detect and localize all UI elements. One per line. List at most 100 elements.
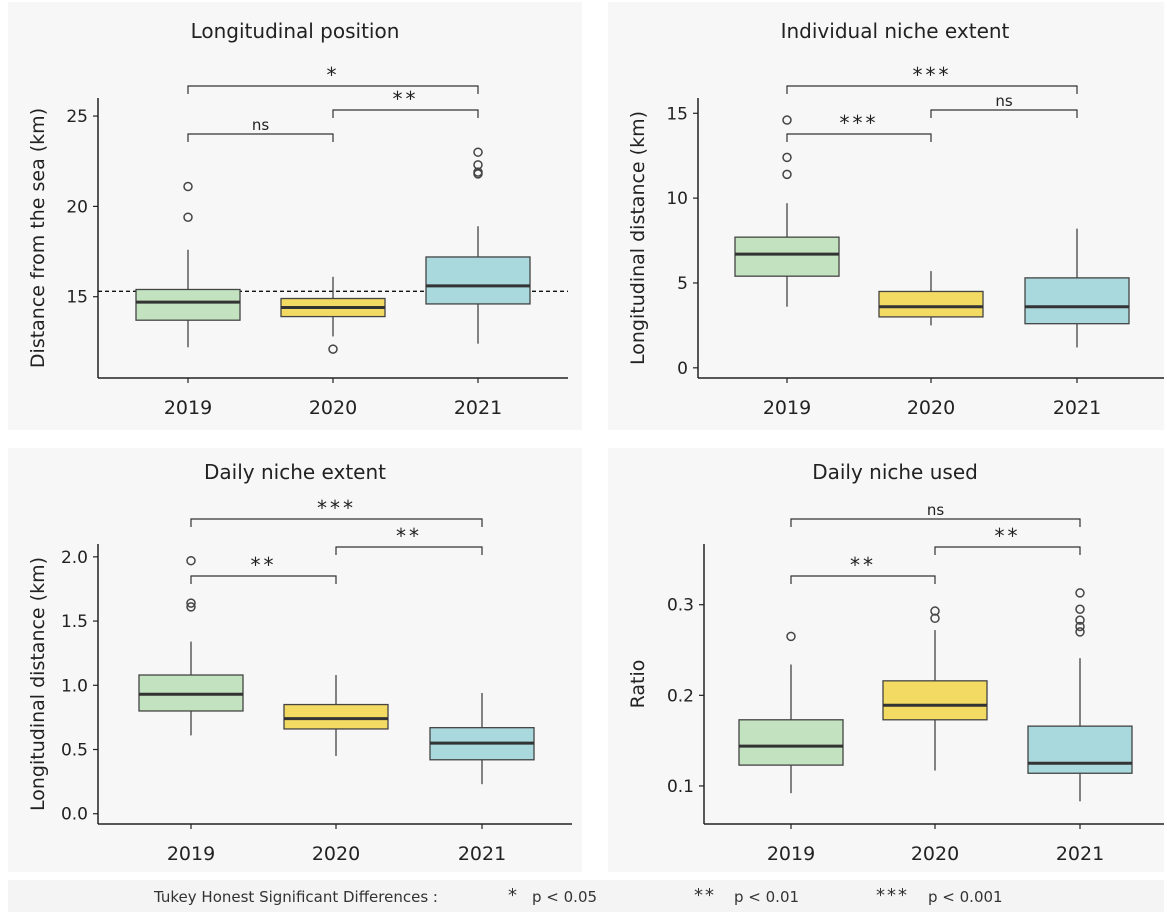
y-tick-label: 0.5 — [61, 741, 88, 761]
legend-prefix: Tukey Honest Significant Differences : — [154, 888, 438, 906]
chart-title: Daily niche extent — [204, 460, 386, 484]
x-tick-label: 2020 — [309, 397, 357, 419]
outlier-point — [473, 147, 483, 157]
significance-label: ** — [850, 553, 876, 577]
box — [425, 256, 531, 305]
outlier-point — [473, 160, 483, 170]
outlier-point — [1075, 621, 1085, 632]
x-tick-label: 2020 — [911, 843, 959, 865]
box — [135, 288, 241, 321]
significance-legend: Tukey Honest Significant Differences : *… — [8, 880, 1164, 912]
x-tick-label: 2020 — [312, 843, 360, 865]
significance-label: *** — [913, 63, 952, 87]
panel-daily-niche-extent: Daily niche extent Longitudinal distance … — [8, 448, 582, 872]
legend-text-3: p < 0.001 — [928, 888, 1003, 906]
outlier-point — [183, 212, 193, 222]
x-tick-label: 2021 — [458, 843, 506, 865]
box — [734, 236, 840, 277]
chart-title: Daily niche used — [812, 460, 978, 484]
y-tick-label: 1.5 — [61, 612, 88, 632]
legend-stars-2: ** — [694, 885, 716, 906]
outlier-point — [786, 631, 796, 642]
significance-label: ** — [393, 87, 419, 111]
x-tick-label: 2020 — [907, 397, 955, 419]
y-tick-label: 1.0 — [61, 676, 88, 696]
outlier-point — [782, 115, 792, 125]
legend-text-1: p < 0.05 — [532, 888, 598, 906]
y-tick-label: 0.3 — [667, 596, 694, 616]
y-axis-label: Longitudinal distance (km) — [27, 557, 49, 811]
significance-bracket — [934, 546, 1081, 555]
y-axis-label: Distance from the sea (km) — [27, 108, 49, 368]
y-tick-label: 0.1 — [667, 777, 694, 797]
significance-bracket — [930, 109, 1078, 118]
panel-longitudinal-position: Longitudinal position Distance from the s… — [8, 2, 582, 430]
y-tick-label: 5 — [677, 274, 688, 294]
box — [738, 719, 844, 766]
significance-bracket — [190, 575, 337, 584]
box — [1027, 725, 1133, 774]
significance-label: ** — [995, 524, 1021, 548]
outlier-point — [1075, 615, 1085, 625]
x-tick-label: 2021 — [454, 397, 502, 419]
significance-bracket — [187, 85, 479, 94]
significance-bracket — [332, 109, 479, 118]
y-tick-label: 10 — [666, 189, 688, 209]
y-tick-label: 15 — [666, 104, 688, 124]
chart-individual-niche-extent: Individual niche extent Longitudinal dist… — [627, 19, 1167, 419]
outlier-point — [1075, 588, 1085, 598]
x-tick-label: 2021 — [1053, 397, 1101, 419]
box — [1024, 277, 1130, 325]
y-tick-label: 15 — [66, 288, 88, 308]
outlier-point — [186, 555, 196, 566]
legend-stars-3: *** — [876, 885, 909, 906]
significance-label: *** — [840, 111, 879, 135]
box — [882, 680, 988, 721]
chart-title: Longitudinal position — [191, 19, 400, 43]
significance-bracket — [190, 518, 483, 527]
significance-bracket — [790, 575, 936, 584]
chart-daily-niche-used: Daily niche used Ratio 0.1 0.2 0.3 2019 2020 20… — [627, 460, 1167, 865]
y-tick-label: 2.0 — [61, 548, 88, 568]
x-tick-label: 2019 — [767, 843, 815, 865]
outlier-point — [782, 152, 792, 163]
x-tick-label: 2019 — [164, 397, 212, 419]
significance-bracket — [187, 133, 334, 142]
y-tick-label: 0 — [677, 359, 688, 379]
chart-title: Individual niche extent — [781, 19, 1010, 43]
significance-bracket — [786, 133, 932, 142]
outlier-point — [1075, 604, 1085, 614]
outlier-point — [473, 167, 483, 177]
outlier-point — [186, 598, 196, 608]
significance-bracket — [335, 546, 483, 555]
outlier-point — [328, 344, 338, 354]
significance-label: * — [327, 63, 340, 87]
outlier-point — [186, 602, 196, 612]
panel-individual-niche-extent: Individual niche extent Longitudinal dist… — [608, 2, 1167, 430]
significance-bracket — [790, 518, 1081, 527]
outlier-point — [782, 169, 792, 180]
chart-longitudinal-position: Longitudinal position Distance from the s… — [27, 19, 568, 419]
outlier-point — [930, 606, 940, 616]
panel-daily-niche-used: Daily niche used Ratio 0.1 0.2 0.3 2019 2020 20… — [608, 448, 1167, 872]
significance-label: *** — [317, 496, 356, 520]
x-tick-label: 2021 — [1056, 843, 1104, 865]
x-tick-label: 2019 — [167, 843, 215, 865]
box — [283, 703, 389, 730]
legend-stars-1: * — [508, 885, 519, 906]
y-axis-label: Ratio — [627, 660, 649, 709]
x-tick-label: 2019 — [763, 397, 811, 419]
significance-label: ns — [995, 92, 1013, 110]
outlier-point — [1075, 627, 1085, 637]
outlier-point — [930, 613, 940, 624]
legend-text-2: p < 0.01 — [734, 888, 800, 906]
significance-label: ns — [927, 501, 945, 519]
significance-bracket — [786, 85, 1078, 94]
y-tick-label: 0.0 — [61, 805, 88, 825]
y-tick-label: 0.2 — [667, 686, 694, 706]
outlier-point — [183, 181, 193, 192]
y-axis-label: Longitudinal distance (km) — [627, 111, 649, 365]
chart-daily-niche-extent: Daily niche extent Longitudinal distance … — [27, 460, 572, 865]
significance-label: ** — [251, 553, 277, 577]
significance-label: ns — [252, 116, 270, 134]
